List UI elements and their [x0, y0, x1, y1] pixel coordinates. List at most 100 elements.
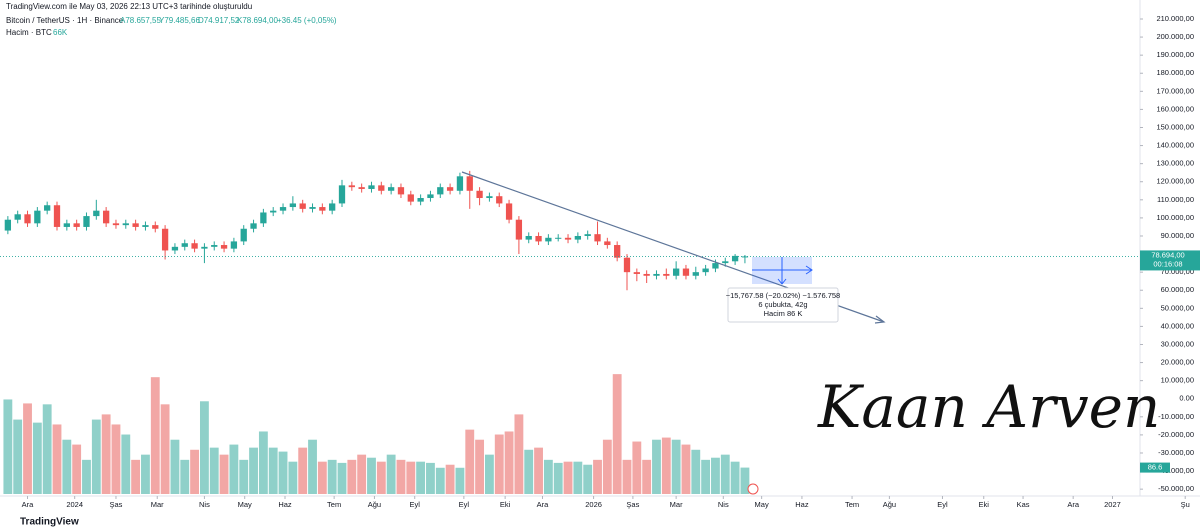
volume-bar: [72, 444, 82, 494]
volume-bar: [357, 454, 367, 494]
candle-body: [633, 272, 640, 274]
candle-body: [338, 185, 346, 204]
volume-last-box: [1140, 462, 1170, 473]
volume-bar: [583, 464, 593, 494]
x-tick-label: Ara: [1067, 500, 1080, 509]
trend-arrow: [874, 315, 886, 324]
ohlc-low: D74.917,52: [198, 16, 240, 25]
y-tick-label: 100.000,00: [1156, 213, 1194, 222]
footer-logo: TradingView: [20, 517, 79, 528]
candle-body: [368, 185, 375, 189]
volume-bar: [652, 439, 661, 494]
measure-line3: Hacim 86 K: [764, 309, 803, 318]
candle-body: [643, 273, 650, 276]
volume-bar: [602, 439, 612, 494]
candle-body: [63, 223, 70, 227]
y-tick-label: -10.000,00: [1158, 412, 1194, 421]
candle-body: [24, 214, 31, 224]
volume-bar: [42, 404, 52, 494]
x-tick-label: Mar: [151, 500, 164, 509]
candle-body: [53, 205, 61, 227]
volume-bar: [111, 424, 121, 494]
volume-bar: [484, 454, 494, 494]
volume-bar: [504, 431, 514, 494]
candle-body: [348, 185, 355, 188]
candle-body: [594, 234, 601, 242]
x-tick-label: 2026: [585, 500, 602, 509]
volume-bar: [13, 419, 23, 494]
x-tick-label: Ağu: [883, 500, 896, 509]
volume-bar: [406, 461, 416, 494]
volume-bar: [740, 467, 750, 494]
candle-body: [505, 203, 513, 220]
volume-bar: [170, 439, 180, 494]
x-tick-label: Nis: [199, 500, 210, 509]
candle-body: [653, 273, 660, 276]
volume-bar: [563, 461, 573, 494]
y-tick-label: 120.000,00: [1156, 177, 1194, 186]
candle-body: [574, 235, 582, 240]
candle-body: [672, 268, 680, 276]
x-tick-label: Ara: [22, 500, 35, 509]
event-icon: [747, 483, 759, 495]
candle-body: [702, 268, 709, 273]
ohlc-close: K78.694,00: [237, 16, 278, 25]
volume-bar: [82, 459, 91, 494]
candle-body: [387, 187, 395, 191]
y-tick-label: 200.000,00: [1156, 32, 1194, 41]
volume-bar: [150, 377, 160, 494]
candle-body: [132, 223, 139, 227]
volume-bar: [190, 449, 200, 494]
measure-line1: −15,767.58 (−20.02%) −1.576.758: [726, 291, 840, 300]
volume-bar: [632, 441, 642, 494]
y-tick-label: 20.000,00: [1161, 358, 1194, 367]
candle-body: [515, 219, 523, 240]
volume-bar: [514, 414, 524, 494]
x-tick-label: Eyl: [937, 500, 948, 509]
y-tick-label: 160.000,00: [1156, 104, 1194, 113]
candle-body: [230, 241, 238, 249]
volume-bar: [23, 403, 32, 494]
x-tick-label: Şas: [626, 500, 639, 509]
volume-bar: [91, 419, 101, 494]
x-tick-label: Haz: [278, 500, 292, 509]
candle-body: [122, 223, 129, 226]
volume-bar: [239, 459, 249, 494]
x-tick-label: May: [238, 500, 252, 509]
x-tick-label: Tem: [845, 500, 859, 509]
candle-body: [456, 176, 464, 191]
candle-body: [731, 255, 739, 262]
candle-body: [14, 214, 21, 220]
x-tick-label: Mar: [670, 500, 683, 509]
volume-bar: [101, 414, 111, 494]
signature: Kaan Arven: [817, 373, 1160, 441]
candle-body: [142, 225, 149, 227]
x-tick-label: May: [755, 500, 769, 509]
candle-body: [152, 225, 159, 229]
volume-bar: [426, 462, 435, 494]
candle-body: [741, 256, 749, 258]
candle-body: [712, 263, 719, 269]
candle-body: [220, 245, 228, 249]
candle-body: [397, 187, 405, 195]
y-tick-label: -20.000,00: [1158, 430, 1194, 439]
volume-bar: [711, 457, 720, 494]
y-tick-label: 30.000,00: [1161, 339, 1194, 348]
measure-line2: 6 çubukta, 42g: [758, 300, 807, 309]
y-tick-label: 50.000,00: [1161, 303, 1194, 312]
y-tick-label: -40.000,00: [1158, 466, 1194, 475]
y-tick-label: 70.000,00: [1161, 267, 1194, 276]
measure-h-arrow: [805, 265, 813, 275]
candle-body: [476, 190, 483, 199]
plot: 210.000,00 200.000,00 190.000,00 180.000,00…: [0, 14, 1200, 509]
volume-bar: [730, 461, 740, 494]
candle-body: [309, 207, 316, 209]
candle-body: [73, 223, 80, 227]
y-tick-label: 210.000,00: [1156, 14, 1194, 23]
candle-body: [358, 187, 365, 189]
volume-value: 66K: [53, 28, 68, 37]
candle-body: [250, 223, 257, 229]
volume-bar: [298, 447, 308, 494]
candle-body: [623, 257, 631, 273]
